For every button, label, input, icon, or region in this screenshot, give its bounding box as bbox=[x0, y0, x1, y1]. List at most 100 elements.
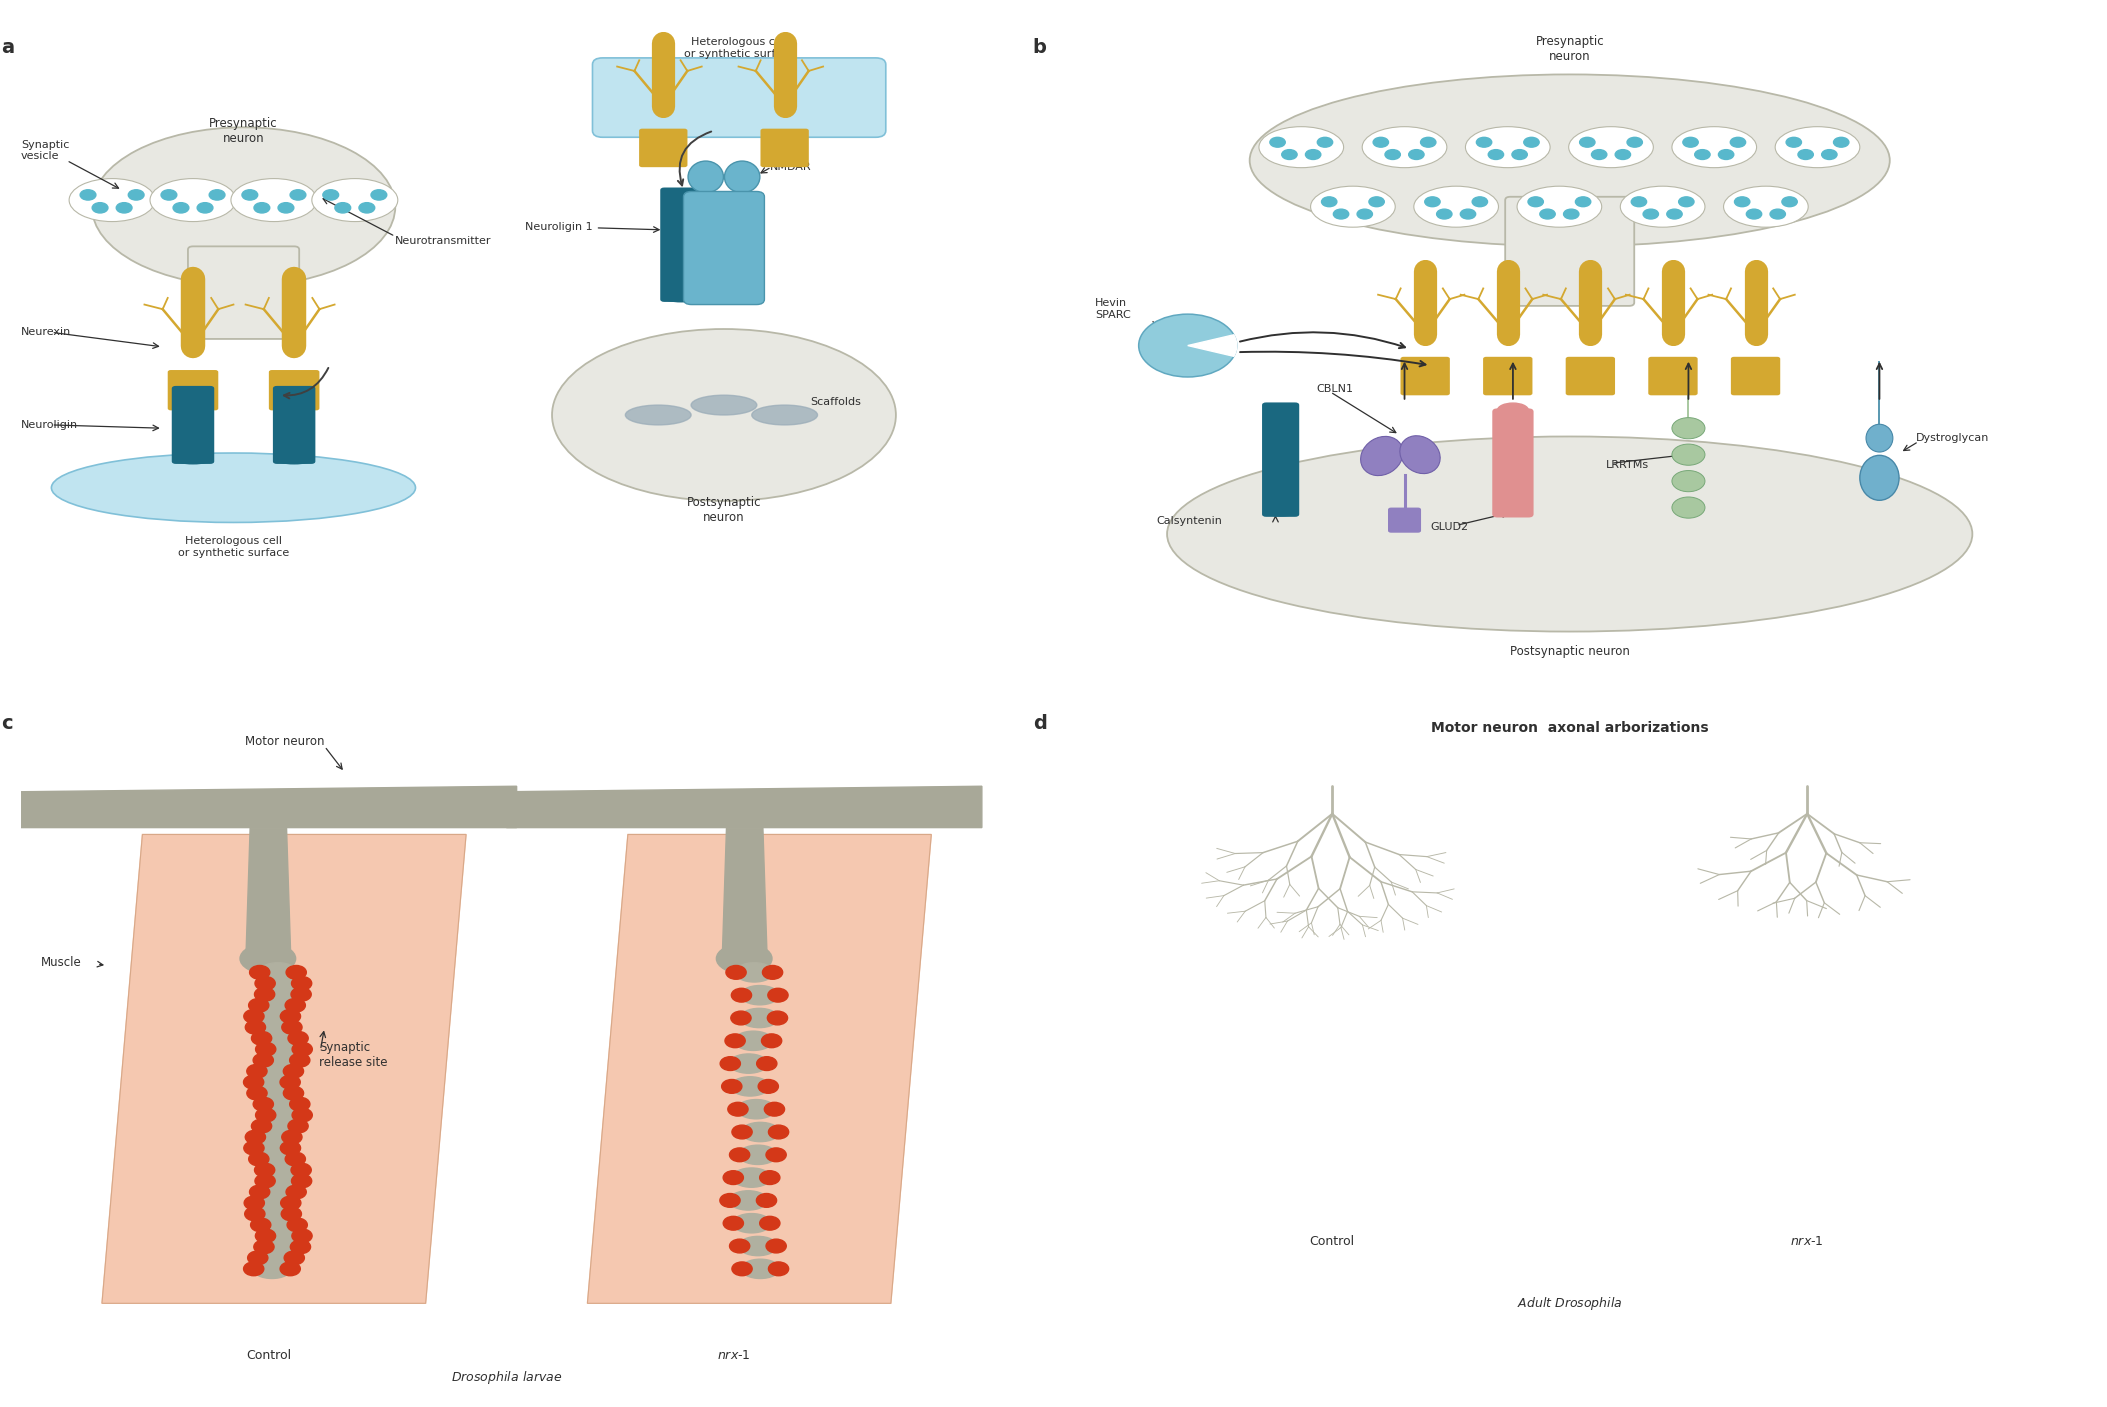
Ellipse shape bbox=[737, 1099, 775, 1119]
Ellipse shape bbox=[1399, 436, 1441, 474]
Circle shape bbox=[1683, 138, 1698, 148]
Circle shape bbox=[116, 203, 133, 212]
Circle shape bbox=[93, 203, 107, 212]
Ellipse shape bbox=[255, 1127, 293, 1147]
Circle shape bbox=[1410, 149, 1424, 159]
Circle shape bbox=[725, 1034, 746, 1048]
Circle shape bbox=[284, 999, 306, 1012]
Circle shape bbox=[756, 1193, 777, 1207]
Circle shape bbox=[1673, 445, 1705, 466]
Circle shape bbox=[282, 1086, 303, 1100]
Circle shape bbox=[1374, 138, 1389, 148]
Ellipse shape bbox=[259, 962, 297, 982]
Circle shape bbox=[1580, 138, 1595, 148]
Ellipse shape bbox=[263, 1237, 301, 1256]
Ellipse shape bbox=[1249, 75, 1890, 246]
Circle shape bbox=[255, 1043, 276, 1057]
Ellipse shape bbox=[51, 453, 415, 522]
FancyBboxPatch shape bbox=[1504, 197, 1635, 305]
Polygon shape bbox=[506, 787, 982, 827]
Ellipse shape bbox=[261, 1029, 299, 1048]
FancyBboxPatch shape bbox=[274, 386, 316, 464]
Ellipse shape bbox=[742, 1259, 780, 1279]
FancyBboxPatch shape bbox=[1262, 402, 1300, 516]
Circle shape bbox=[1528, 197, 1542, 207]
Circle shape bbox=[255, 1173, 276, 1188]
Ellipse shape bbox=[1361, 436, 1403, 476]
Circle shape bbox=[282, 1064, 303, 1078]
Ellipse shape bbox=[175, 454, 213, 464]
FancyBboxPatch shape bbox=[188, 246, 299, 339]
Circle shape bbox=[723, 1216, 744, 1230]
Circle shape bbox=[244, 1262, 263, 1276]
Circle shape bbox=[1787, 138, 1801, 148]
Circle shape bbox=[291, 988, 312, 1002]
Text: Synaptic
vesicle: Synaptic vesicle bbox=[21, 139, 70, 162]
Ellipse shape bbox=[253, 1072, 291, 1092]
Circle shape bbox=[249, 1185, 270, 1199]
Text: Muscle: Muscle bbox=[42, 955, 82, 968]
Ellipse shape bbox=[689, 160, 723, 193]
Ellipse shape bbox=[1363, 127, 1448, 167]
Circle shape bbox=[289, 1119, 308, 1133]
Ellipse shape bbox=[265, 1227, 303, 1245]
Circle shape bbox=[727, 965, 746, 979]
Circle shape bbox=[358, 203, 375, 212]
Circle shape bbox=[765, 1102, 784, 1116]
Ellipse shape bbox=[276, 454, 314, 464]
Circle shape bbox=[1513, 149, 1528, 159]
Ellipse shape bbox=[253, 1259, 291, 1279]
Circle shape bbox=[284, 1251, 303, 1265]
Ellipse shape bbox=[733, 1168, 771, 1188]
Ellipse shape bbox=[150, 179, 236, 221]
Ellipse shape bbox=[257, 1248, 295, 1268]
Circle shape bbox=[280, 1009, 301, 1023]
Circle shape bbox=[289, 1054, 310, 1067]
Circle shape bbox=[1576, 197, 1591, 207]
Circle shape bbox=[291, 1164, 312, 1176]
Ellipse shape bbox=[1260, 127, 1344, 167]
Circle shape bbox=[1321, 197, 1336, 207]
Ellipse shape bbox=[253, 1006, 291, 1026]
Ellipse shape bbox=[1620, 186, 1705, 227]
FancyBboxPatch shape bbox=[1401, 357, 1450, 395]
FancyBboxPatch shape bbox=[659, 187, 704, 303]
Circle shape bbox=[244, 1020, 265, 1034]
Circle shape bbox=[731, 1012, 750, 1024]
Circle shape bbox=[255, 1228, 276, 1242]
Circle shape bbox=[160, 190, 177, 200]
Circle shape bbox=[287, 965, 306, 979]
Text: Heterologous cell
or synthetic surface: Heterologous cell or synthetic surface bbox=[683, 37, 794, 59]
Text: CBLN1: CBLN1 bbox=[1317, 384, 1355, 394]
Circle shape bbox=[255, 988, 274, 1002]
FancyBboxPatch shape bbox=[1648, 357, 1698, 395]
Circle shape bbox=[255, 203, 270, 212]
Text: b: b bbox=[1032, 38, 1047, 58]
Ellipse shape bbox=[662, 293, 700, 301]
Ellipse shape bbox=[253, 1204, 293, 1224]
Circle shape bbox=[761, 1034, 782, 1048]
Circle shape bbox=[1679, 197, 1694, 207]
Ellipse shape bbox=[716, 944, 771, 974]
Circle shape bbox=[1460, 210, 1475, 219]
Circle shape bbox=[251, 1031, 272, 1045]
Circle shape bbox=[731, 1262, 752, 1276]
Circle shape bbox=[1306, 149, 1321, 159]
Circle shape bbox=[756, 1057, 777, 1071]
Ellipse shape bbox=[1517, 186, 1601, 227]
Ellipse shape bbox=[735, 962, 773, 982]
Ellipse shape bbox=[261, 1116, 299, 1135]
Text: Neurotransmitter: Neurotransmitter bbox=[396, 236, 491, 246]
FancyBboxPatch shape bbox=[1483, 357, 1532, 395]
Circle shape bbox=[282, 1130, 301, 1144]
Ellipse shape bbox=[731, 1076, 769, 1096]
Circle shape bbox=[729, 1240, 750, 1252]
Text: Presynaptic
neuron: Presynaptic neuron bbox=[1536, 35, 1603, 63]
Ellipse shape bbox=[240, 944, 295, 974]
FancyBboxPatch shape bbox=[169, 370, 219, 411]
Circle shape bbox=[1473, 197, 1488, 207]
Circle shape bbox=[1523, 138, 1538, 148]
Ellipse shape bbox=[740, 985, 780, 1005]
Circle shape bbox=[249, 965, 270, 979]
Circle shape bbox=[251, 1119, 272, 1133]
